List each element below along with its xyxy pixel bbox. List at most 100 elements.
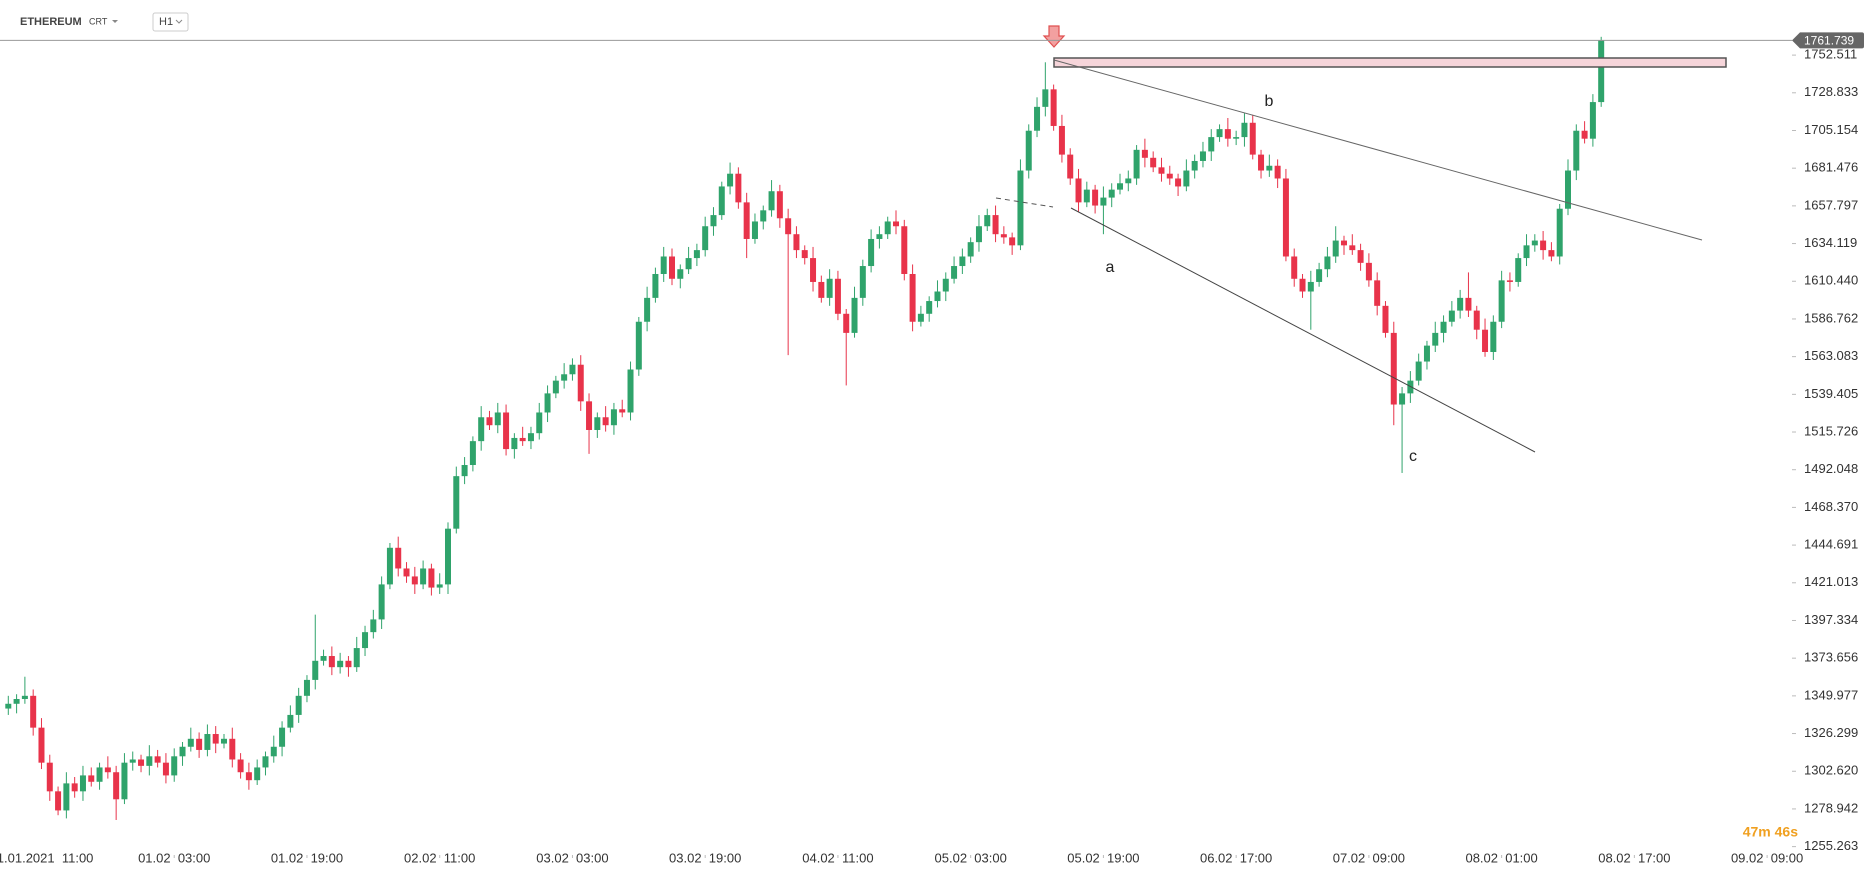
candle-body (104, 767, 111, 773)
x-tick-label: 06.02 17:00 (1200, 850, 1272, 865)
candle-body (909, 273, 916, 322)
candle-body (851, 297, 858, 333)
candle-body (79, 775, 86, 792)
interval-label[interactable]: H1 (159, 16, 173, 28)
candle-body (652, 273, 659, 298)
candle-body (1490, 321, 1497, 352)
y-tick-label: 1515.726 (1804, 423, 1858, 438)
candle-body (1349, 245, 1356, 251)
candle-body (1083, 189, 1090, 203)
candle-body (602, 417, 609, 426)
candle-body (1034, 106, 1041, 131)
candle-body (660, 256, 667, 274)
y-tick-label: 1539.405 (1804, 386, 1858, 401)
candle-body (677, 269, 684, 279)
last-price-label: 1761.739 (1804, 34, 1854, 48)
interval-dropdown-icon[interactable] (175, 19, 183, 24)
candle-body (129, 759, 136, 763)
candle-body (1233, 137, 1240, 139)
candle-body (1125, 178, 1132, 184)
candle-body (345, 660, 352, 668)
candle-body (760, 210, 767, 222)
candle-body (1598, 40, 1605, 103)
candle-body (1482, 329, 1489, 352)
candle-body (71, 783, 78, 792)
y-tick-label: 1397.334 (1804, 612, 1858, 627)
interval-button[interactable] (152, 12, 189, 32)
candle-body (975, 226, 982, 243)
x-tick-label: 07.02 09:00 (1333, 850, 1405, 865)
y-tick-label: 1610.440 (1804, 273, 1858, 288)
candle-body (1473, 310, 1480, 330)
candle-body (469, 441, 476, 466)
candle-body (768, 191, 775, 211)
y-tick-label: 1373.656 (1804, 650, 1858, 665)
candle-body (1133, 149, 1140, 179)
candle-body (1025, 130, 1032, 171)
candle-body (287, 714, 294, 728)
candle-body (337, 660, 344, 668)
candle-body (884, 221, 891, 235)
candle-body (179, 746, 186, 757)
wave-label: a (1106, 259, 1115, 276)
candle-body (229, 738, 236, 760)
x-tick-label: 03.02 19:00 (669, 850, 741, 865)
x-tick-label: 04.02 11:00 (802, 850, 873, 865)
candle-body (1274, 165, 1281, 179)
x-tick-label: 05.02 19:00 (1067, 850, 1139, 865)
candle-body (552, 380, 559, 394)
instrument-type[interactable]: CRT (89, 16, 108, 26)
candle-body (1266, 165, 1273, 171)
y-tick-label: 1255.263 (1804, 838, 1858, 853)
candle-body (984, 215, 991, 227)
candle-body (751, 221, 758, 239)
y-tick-label: 1681.476 (1804, 160, 1858, 175)
candle-body (586, 401, 593, 430)
trend-line (1053, 59, 1703, 241)
candle-body (378, 584, 385, 620)
candle-body (138, 759, 145, 766)
y-tick-label: 1278.942 (1804, 800, 1858, 815)
candle-body (710, 215, 717, 227)
instrument-name[interactable]: ETHEREUM (20, 16, 82, 28)
candle-body (610, 409, 617, 426)
candle-body (13, 699, 20, 704)
candle-body (196, 738, 203, 750)
x-tick-label: 01.02 19:00 (271, 850, 343, 865)
y-tick-label: 1444.691 (1804, 537, 1858, 552)
candle-body (1150, 157, 1157, 168)
wave-label: c (1409, 448, 1417, 465)
candle-body (1183, 170, 1190, 187)
candle-body (1208, 137, 1215, 152)
candle-body (420, 568, 427, 585)
candle-body (453, 476, 460, 529)
candle-body (536, 412, 543, 434)
candle-body (30, 695, 37, 728)
candle-body (362, 632, 369, 649)
candle-body (221, 738, 227, 744)
type-dropdown-icon[interactable] (112, 20, 118, 23)
candle-body (1440, 321, 1447, 333)
candle-body (279, 727, 286, 747)
candle-body (1548, 250, 1555, 257)
candle-body (1092, 189, 1099, 206)
candle-body (1556, 208, 1563, 257)
candle-body (1390, 332, 1397, 405)
candle-body (154, 756, 161, 763)
candle-body (876, 234, 883, 239)
candle-body (718, 186, 725, 216)
candle-body (1523, 245, 1530, 259)
candle-body (1000, 234, 1007, 238)
candle-body (1399, 393, 1406, 405)
candle-body (1050, 89, 1057, 126)
wave-label: b (1265, 93, 1274, 110)
candle-body (1224, 129, 1231, 139)
candle-body (801, 250, 808, 259)
candle-body (511, 437, 518, 450)
candle-body (967, 242, 974, 257)
candle-body (561, 374, 568, 381)
candle-body (370, 619, 377, 633)
candle-body (411, 576, 418, 585)
candle-body (1415, 361, 1422, 381)
